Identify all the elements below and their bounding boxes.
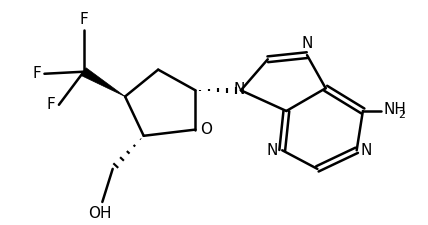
Text: O: O bbox=[200, 122, 212, 137]
Text: NH: NH bbox=[383, 102, 407, 117]
Text: 2: 2 bbox=[398, 110, 405, 120]
Text: N: N bbox=[267, 143, 278, 158]
Text: N: N bbox=[234, 82, 245, 97]
Text: N: N bbox=[361, 143, 372, 158]
Text: OH: OH bbox=[89, 206, 112, 221]
Text: F: F bbox=[33, 66, 41, 81]
Text: F: F bbox=[79, 12, 88, 27]
Polygon shape bbox=[81, 68, 125, 97]
Text: F: F bbox=[47, 97, 56, 112]
Text: N: N bbox=[301, 36, 313, 51]
